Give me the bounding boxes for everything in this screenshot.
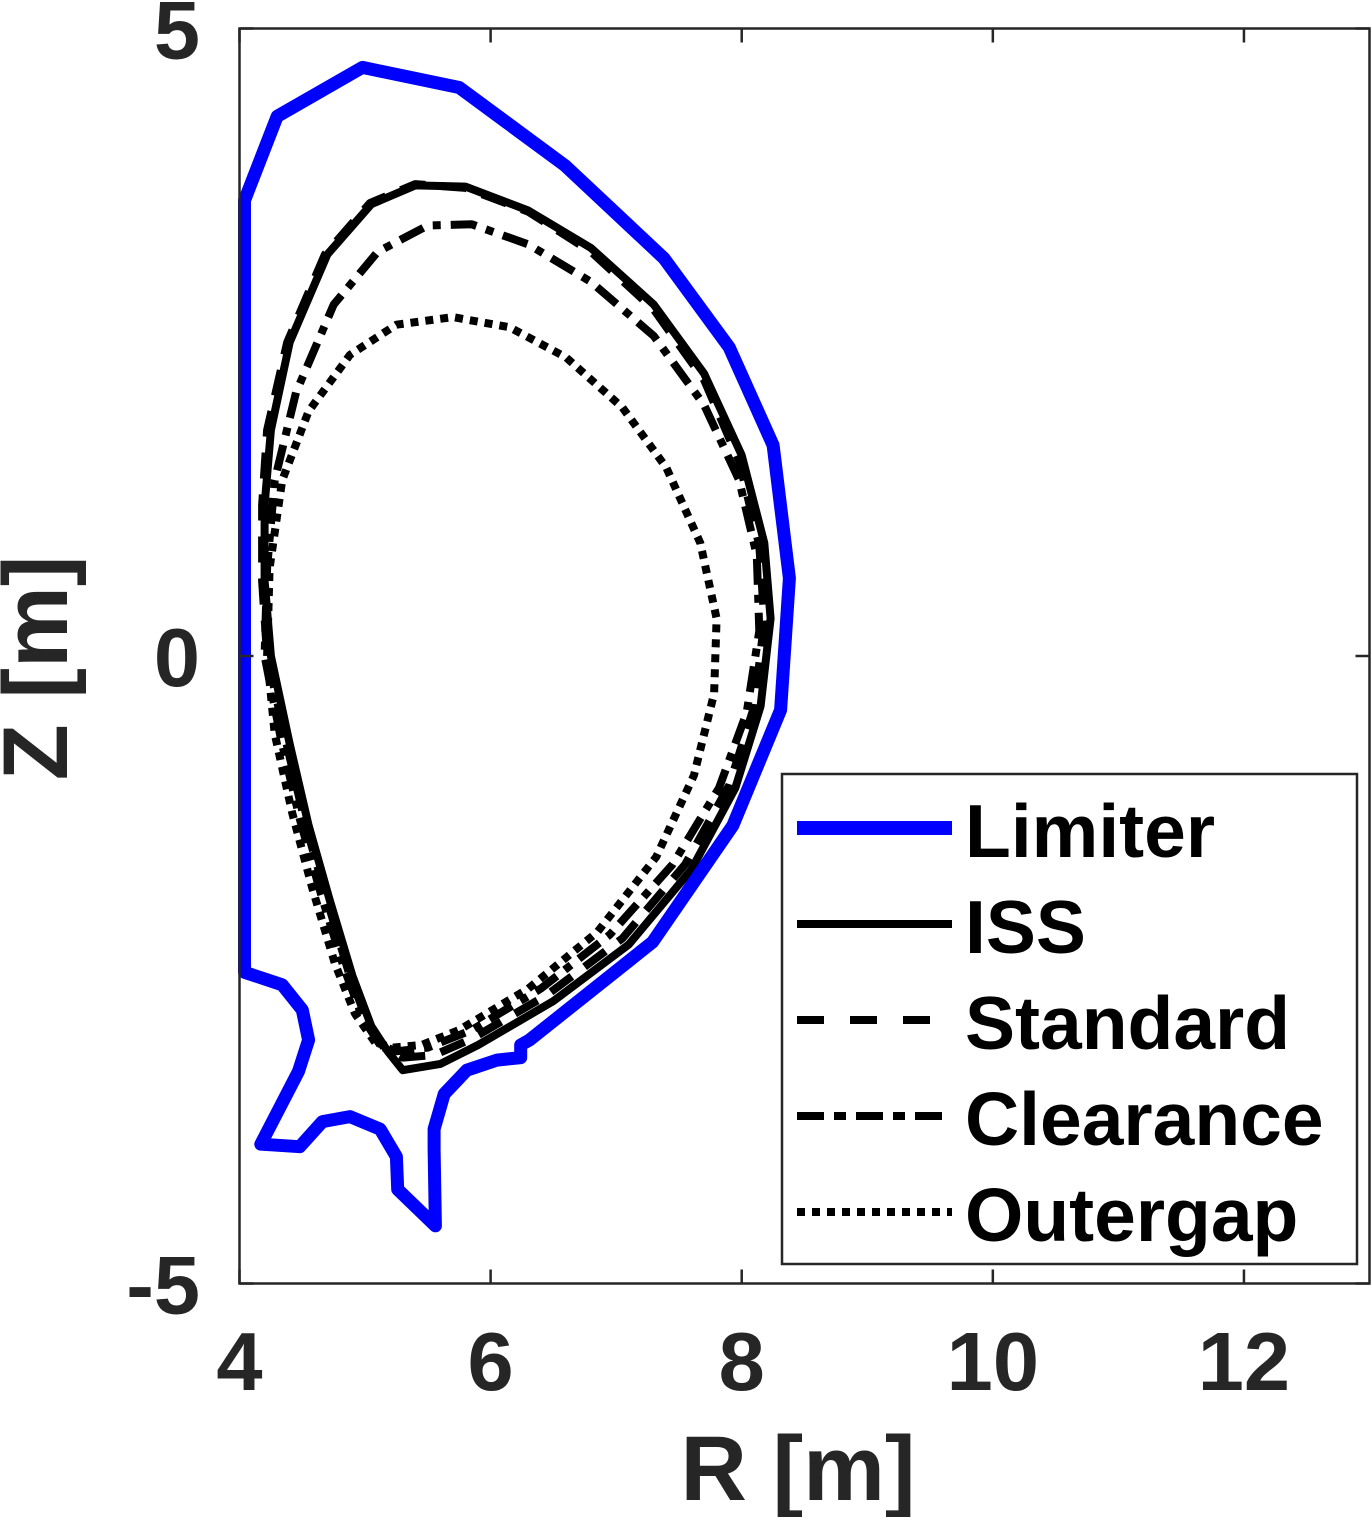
y-tick-label: -5 [126, 1239, 200, 1332]
series-clearance [260, 220, 764, 1056]
x-tick-label: 8 [719, 1315, 765, 1408]
series-limiter [238, 60, 796, 1233]
series-layer [238, 60, 796, 1233]
y-tick-label: 5 [154, 0, 200, 77]
legend-items: Limiter ISS Standard Clearance Outergap [797, 789, 1324, 1257]
tick-marks [238, 27, 1370, 1285]
y-tick-label: 0 [154, 611, 200, 704]
legend-label-outergap: Outergap [965, 1173, 1298, 1257]
series-outergap [263, 313, 721, 1052]
x-tick-label: 10 [947, 1315, 1039, 1408]
legend-label-clearance: Clearance [965, 1077, 1324, 1161]
tick-labels: 4 6 8 10 12 -5 0 5 [126, 0, 1290, 1408]
legend: Limiter ISS Standard Clearance Outergap [780, 772, 1359, 1266]
x-tick-label: 4 [216, 1315, 262, 1408]
legend-label-iss: ISS [965, 885, 1086, 969]
series-iss [260, 181, 775, 1075]
y-axis-label: Z [m] [0, 556, 87, 781]
x-tick-label: 12 [1198, 1315, 1290, 1408]
legend-label-standard: Standard [965, 981, 1290, 1065]
x-axis-label: R [m] [680, 1418, 915, 1517]
x-tick-label: 6 [468, 1315, 514, 1408]
legend-box [780, 772, 1359, 1266]
legend-label-limiter: Limiter [965, 789, 1215, 873]
